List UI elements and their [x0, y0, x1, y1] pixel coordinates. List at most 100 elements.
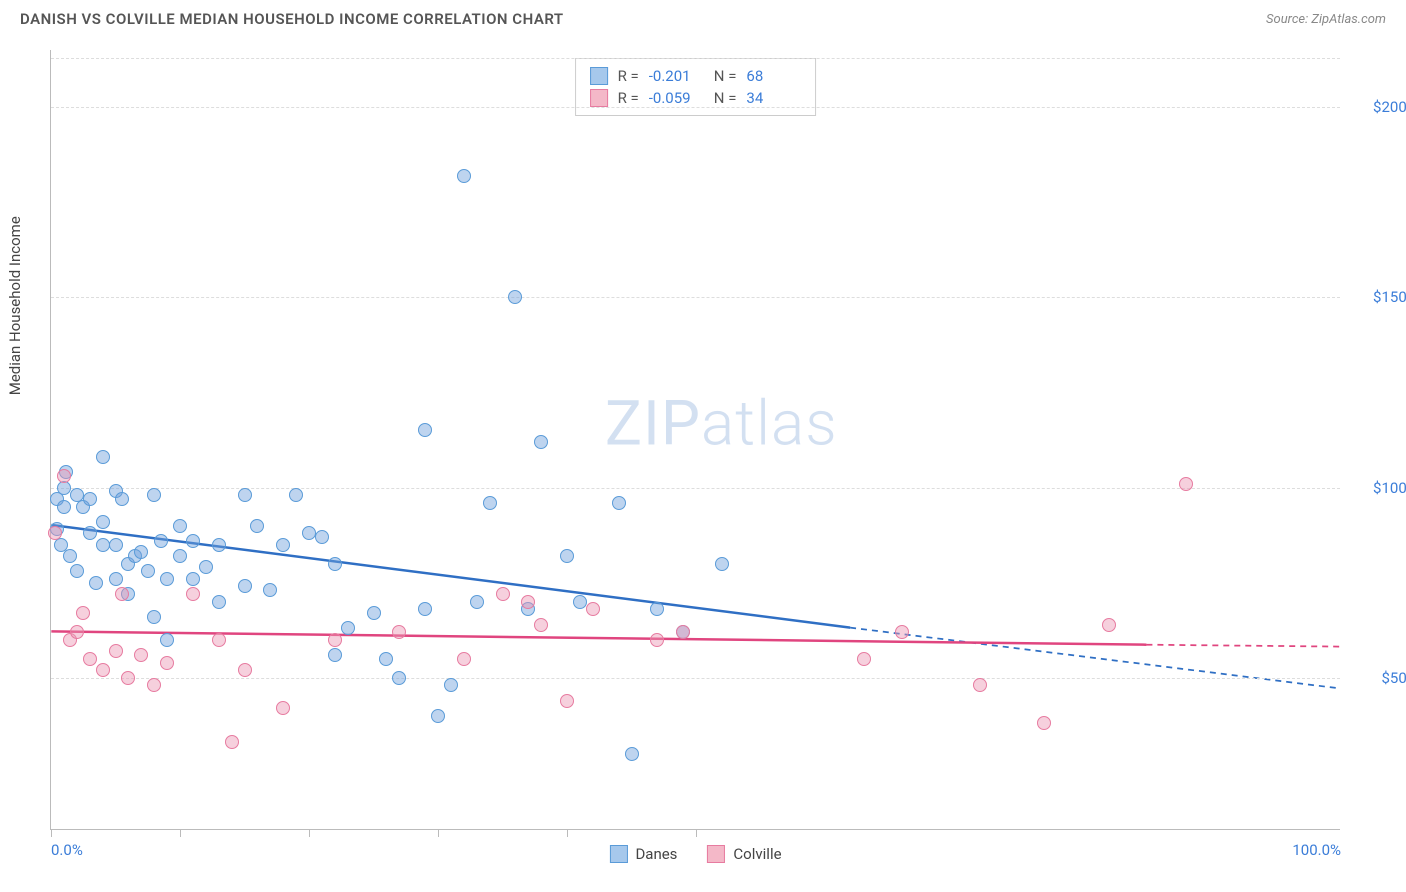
data-point	[392, 625, 406, 639]
y-axis-label: Median Household Income	[6, 216, 24, 395]
data-point	[147, 610, 161, 624]
legend-row: R =-0.201N =68	[590, 65, 802, 87]
data-point	[392, 671, 406, 685]
x-tick	[51, 829, 52, 837]
legend-label: Danes	[635, 845, 677, 863]
data-point	[96, 515, 110, 529]
data-point	[457, 652, 471, 666]
data-point	[560, 694, 574, 708]
data-point	[160, 633, 174, 647]
trendline-dash	[1146, 645, 1339, 647]
data-point	[315, 530, 329, 544]
data-point	[212, 633, 226, 647]
data-point	[418, 423, 432, 437]
data-point	[534, 618, 548, 632]
data-point	[238, 663, 252, 677]
data-point	[70, 625, 84, 639]
data-point	[186, 587, 200, 601]
data-point	[173, 549, 187, 563]
data-point	[857, 652, 871, 666]
legend-label: Colville	[733, 845, 781, 863]
x-tick	[438, 829, 439, 837]
legend-swatch	[590, 67, 608, 85]
data-point	[160, 572, 174, 586]
source-label: Source: ZipAtlas.com	[1266, 12, 1386, 27]
data-point	[328, 633, 342, 647]
data-point	[1037, 716, 1051, 730]
data-point	[83, 526, 97, 540]
data-point	[83, 652, 97, 666]
data-point	[457, 169, 471, 183]
r-label: R =	[618, 67, 639, 85]
data-point	[521, 595, 535, 609]
data-point	[1102, 618, 1116, 632]
data-point	[483, 496, 497, 510]
data-point	[63, 549, 77, 563]
data-point	[496, 587, 510, 601]
n-value: 68	[746, 67, 801, 85]
data-point	[89, 576, 103, 590]
data-point	[276, 701, 290, 715]
r-value: -0.059	[649, 89, 704, 107]
legend-swatch	[590, 89, 608, 107]
n-label: N =	[714, 67, 737, 85]
data-point	[418, 602, 432, 616]
watermark-p1: ZIP	[605, 387, 701, 460]
r-label: R =	[618, 89, 639, 107]
data-point	[534, 435, 548, 449]
data-point	[612, 496, 626, 510]
x-tick	[309, 829, 310, 837]
x-tick	[696, 829, 697, 837]
data-point	[225, 735, 239, 749]
data-point	[109, 572, 123, 586]
data-point	[276, 538, 290, 552]
data-point	[147, 678, 161, 692]
plot-area: ZIPatlas R =-0.201N =68R =-0.059N =34 Da…	[50, 50, 1340, 830]
data-point	[121, 671, 135, 685]
legend-swatch	[707, 845, 725, 863]
data-point	[289, 488, 303, 502]
gridline	[51, 58, 1340, 59]
data-point	[341, 621, 355, 635]
data-point	[57, 500, 71, 514]
x-tick-label: 100.0%	[1292, 841, 1341, 859]
data-point	[212, 538, 226, 552]
data-point	[160, 656, 174, 670]
y-tick-label: $50,000	[1345, 669, 1406, 687]
data-point	[57, 469, 71, 483]
data-point	[328, 648, 342, 662]
gridline	[51, 107, 1340, 108]
gridline	[51, 678, 1340, 679]
data-point	[250, 519, 264, 533]
data-point	[134, 545, 148, 559]
data-point	[173, 519, 187, 533]
n-value: 34	[746, 89, 801, 107]
data-point	[367, 606, 381, 620]
data-point	[147, 488, 161, 502]
data-point	[895, 625, 909, 639]
data-point	[238, 579, 252, 593]
x-tick-label: 0.0%	[51, 841, 83, 859]
data-point	[76, 606, 90, 620]
y-tick-label: $200,000	[1345, 98, 1406, 116]
data-point	[96, 663, 110, 677]
data-point	[83, 492, 97, 506]
n-label: N =	[714, 89, 737, 107]
data-point	[676, 625, 690, 639]
data-point	[186, 534, 200, 548]
trendline-dash	[850, 628, 1340, 689]
watermark-p2: atlas	[701, 387, 838, 460]
data-point	[328, 557, 342, 571]
trendlines-svg	[51, 50, 1340, 829]
data-point	[470, 595, 484, 609]
data-point	[444, 678, 458, 692]
data-point	[302, 526, 316, 540]
legend-item: Danes	[609, 845, 677, 863]
legend-swatch	[609, 845, 627, 863]
data-point	[141, 564, 155, 578]
data-point	[154, 534, 168, 548]
data-point	[650, 602, 664, 616]
data-point	[973, 678, 987, 692]
data-point	[431, 709, 445, 723]
data-point	[109, 644, 123, 658]
